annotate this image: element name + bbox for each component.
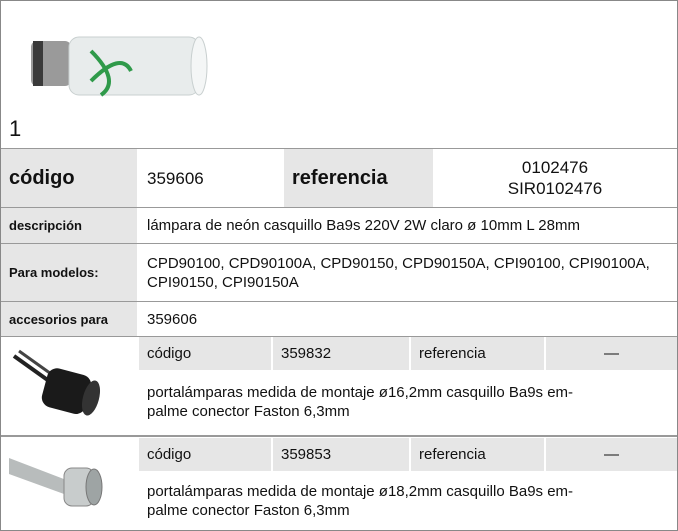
reference-label: referencia (284, 149, 433, 207)
acc-reference-label: referencia (411, 337, 544, 370)
row-label: Para modelos: (1, 244, 137, 301)
acc-code: 359853 (273, 438, 409, 471)
rule (1, 301, 677, 302)
line: portalámparas medida de montaje ø18,2mm … (147, 482, 574, 500)
rule (1, 207, 677, 208)
figure-label: 1 (9, 115, 22, 141)
lamp-image (31, 36, 208, 97)
acc-code-label: código (139, 438, 271, 471)
acc-code-label: código (139, 337, 271, 370)
row-value: CPD90100, CPD90100A, CPD90150, CPD90150A… (147, 254, 650, 291)
row-label: descripción (1, 208, 137, 243)
rule (1, 243, 677, 244)
code: 359606 (147, 168, 204, 188)
code-label: código (1, 149, 137, 207)
reference: SIR0102476 (507, 179, 603, 198)
line: palme conector Faston 6,3mm (147, 501, 350, 519)
references: 0102476 SIR0102476 (433, 149, 677, 207)
row-value: 359606 (147, 310, 198, 328)
rule (1, 336, 677, 337)
reference: 0102476 (521, 158, 589, 177)
line: palme conector Faston 6,3mm (147, 403, 350, 420)
acc-reference-label: referencia (411, 438, 544, 471)
row-label: accesorios para (1, 302, 137, 336)
rule (1, 435, 677, 437)
row-value: lámpara de neón casquillo Ba9s 220V 2W c… (147, 217, 580, 234)
acc-description: portalámparas medida de montaje ø16,2mm … (139, 370, 677, 434)
line: portalámparas medida de montaje ø16,2mm … (147, 384, 574, 401)
holder-image (12, 349, 101, 416)
holder-image (9, 458, 103, 507)
acc-reference: — (546, 438, 677, 471)
acc-description: portalámparas medida de montaje ø18,2mm … (139, 471, 677, 530)
rule (1, 148, 677, 149)
acc-code: 359832 (273, 337, 409, 370)
acc-reference: — (546, 337, 677, 370)
